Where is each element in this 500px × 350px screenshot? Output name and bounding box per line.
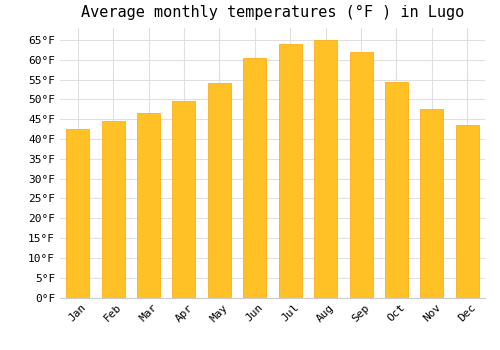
Bar [66, 129, 89, 298]
Bar [278, 44, 301, 298]
Bar [456, 125, 479, 298]
Bar [172, 101, 196, 297]
Bar [137, 113, 160, 297]
Bar [385, 82, 408, 298]
Bar [314, 40, 337, 298]
Bar [244, 58, 266, 298]
Bar [208, 84, 231, 298]
Title: Average monthly temperatures (°F ) in Lugo: Average monthly temperatures (°F ) in Lu… [81, 5, 464, 20]
Bar [350, 52, 372, 298]
Bar [102, 121, 124, 298]
Bar [420, 109, 444, 298]
